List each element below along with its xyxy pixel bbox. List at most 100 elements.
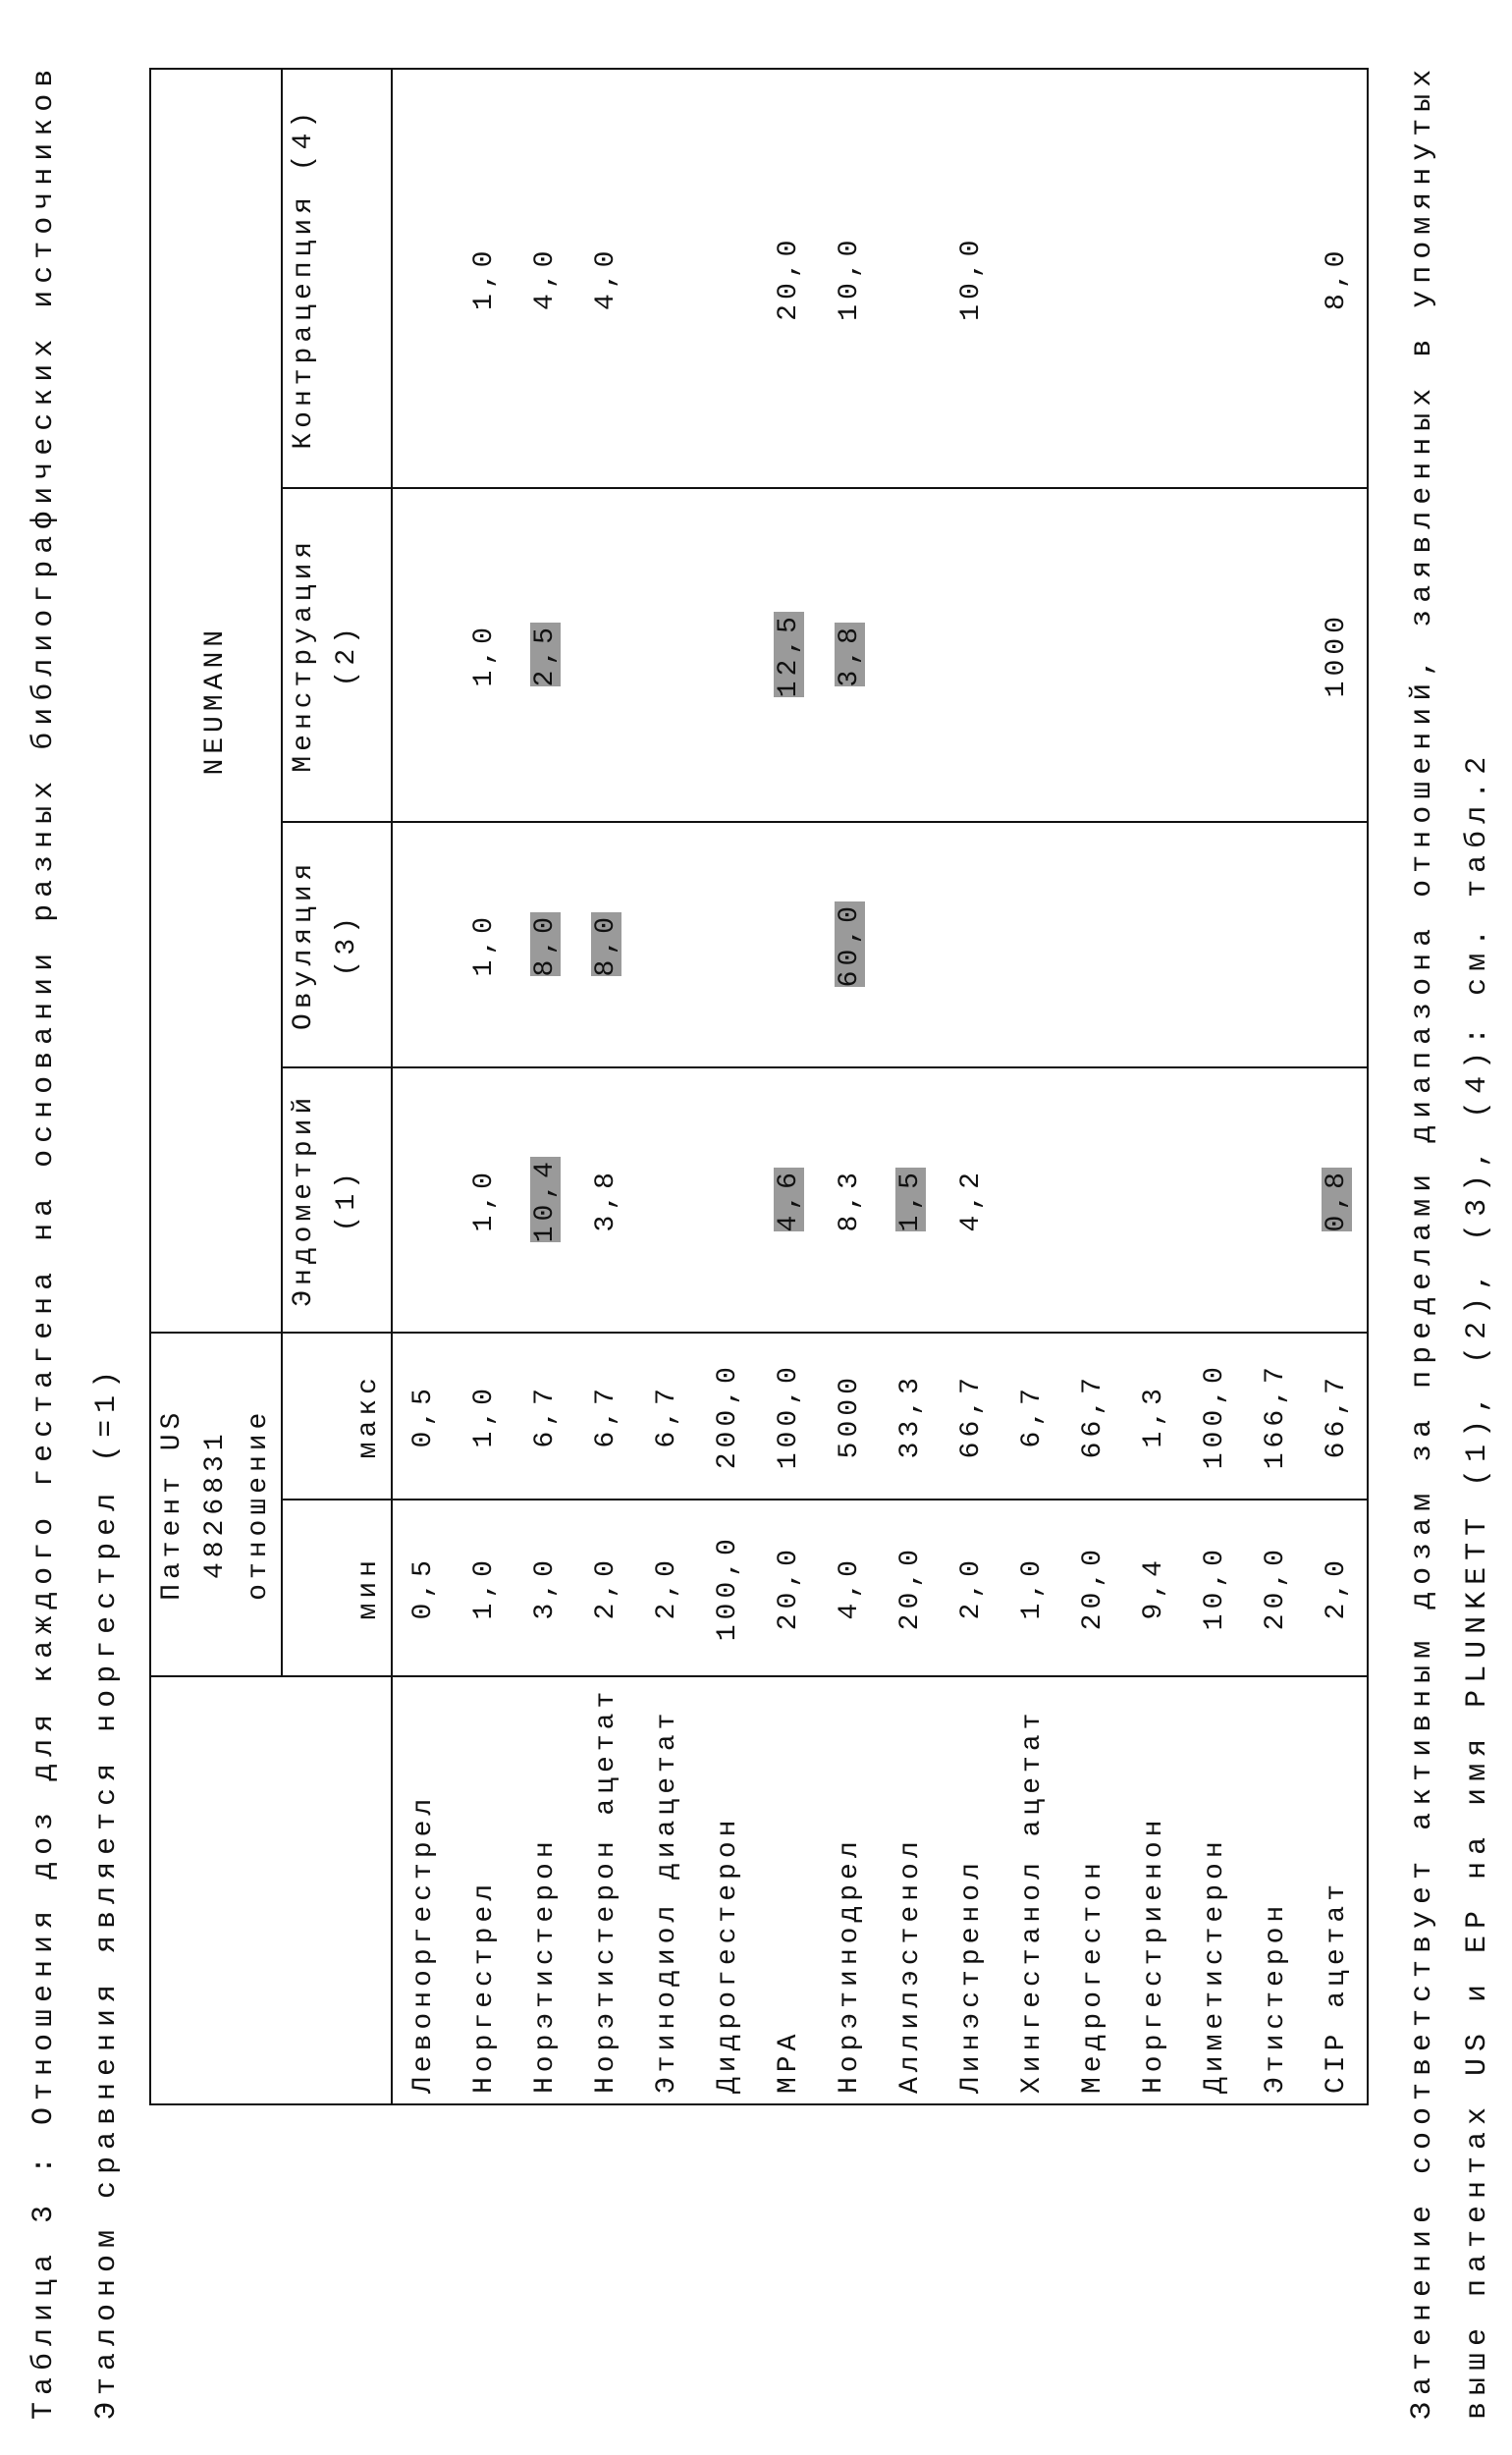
cell: 1,0: [454, 69, 514, 488]
empty-cell: [697, 69, 758, 488]
cell: 12,5: [758, 488, 819, 822]
empty-cell: [1062, 69, 1123, 488]
empty-cell: [941, 822, 1001, 1067]
cell: 20,0: [758, 69, 819, 488]
empty-cell: [1123, 822, 1184, 1067]
row: CIP ацетат2,066,70,8 10008,0: [1306, 69, 1368, 2104]
row-label: Диметистерон: [1184, 1676, 1245, 2104]
row: Норэтистерон ацетат2,06,73,88,04,0: [575, 69, 636, 2104]
shaded-value: 10,4: [530, 1157, 561, 1242]
cell: 4,2: [941, 1067, 1001, 1333]
row: Норгестриенон9,41,3: [1123, 69, 1184, 2104]
empty-cell: [880, 822, 941, 1067]
cell: 8,3: [819, 1067, 880, 1333]
shaded-value: 2,5: [530, 623, 561, 686]
empty-cell: [1245, 1067, 1306, 1333]
empty-cell: [1123, 1067, 1184, 1333]
empty-cell: [697, 1067, 758, 1333]
cell: 8,0: [1306, 69, 1368, 488]
cell: 20,0: [1245, 1500, 1306, 1676]
cell: 3,0: [514, 1500, 575, 1676]
cell: 200,0: [697, 1333, 758, 1500]
column-header: макс: [282, 1333, 392, 1500]
empty-cell: [941, 488, 1001, 822]
subtitle: Эталоном сравнения является норгестрел (…: [90, 1364, 124, 2420]
row-label: Левоноргестрел: [392, 1676, 454, 2104]
cell: 0,5: [392, 1500, 454, 1676]
row-label: Хингестанол ацетат: [1001, 1676, 1062, 2104]
empty-cell: [1062, 822, 1123, 1067]
cell: 1,0: [454, 1067, 514, 1333]
cell: 1,5: [880, 1067, 941, 1333]
empty-cell: [758, 822, 819, 1067]
empty-cell: [697, 488, 758, 822]
row: Левоноргестрел0,50,5: [392, 69, 454, 2104]
row-label: Норгестрел: [454, 1676, 514, 2104]
empty-cell: [1123, 69, 1184, 488]
cell: 6,7: [1001, 1333, 1062, 1500]
cell: 0,5: [392, 1333, 454, 1500]
title: Таблица 3 : Отношения доз для каждого ге…: [27, 63, 61, 2420]
empty-cell: [575, 488, 636, 822]
cell: 20,0: [1062, 1500, 1123, 1676]
column-header: мин: [282, 1500, 392, 1676]
cell: 1,3: [1123, 1333, 1184, 1500]
shaded-value: 60,0: [835, 901, 865, 987]
cell: 100,0: [1184, 1333, 1245, 1500]
table: Патент US 4826831 отношениеNEUMANNминмак…: [149, 68, 1369, 2105]
cell: 4,6: [758, 1067, 819, 1333]
row: Хингестанол ацетат1,06,7: [1001, 69, 1062, 2104]
empty-cell: [1123, 488, 1184, 822]
empty-cell: [1062, 488, 1123, 822]
empty-cell: [636, 488, 697, 822]
cell: 66,7: [1306, 1333, 1368, 1500]
cell: 2,0: [1306, 1500, 1368, 1676]
footnote: Затенение соответствует активным дозам з…: [1406, 63, 1439, 2420]
row-label: CIP ацетат: [1306, 1676, 1368, 2104]
row: Норгестрел1,01,01,01,01,01,0: [454, 69, 514, 2104]
row-label: Этистерон: [1245, 1676, 1306, 2104]
cell: 2,0: [941, 1500, 1001, 1676]
cell: 100,0: [697, 1500, 758, 1676]
column-header: Эндометрий (1): [282, 1067, 392, 1333]
empty-cell: [392, 488, 454, 822]
empty-cell: [1245, 69, 1306, 488]
cell: 6,7: [514, 1333, 575, 1500]
empty-cell: [1001, 69, 1062, 488]
empty-cell: [392, 822, 454, 1067]
cell: 1,0: [454, 1500, 514, 1676]
row-label: MPA: [758, 1676, 819, 2104]
empty-cell: [880, 488, 941, 822]
empty-cell: [1306, 822, 1368, 1067]
cell: 4,0: [514, 69, 575, 488]
empty-cell: [1001, 488, 1062, 822]
column-header: Менструация (2): [282, 488, 392, 822]
cell: 100,0: [758, 1333, 819, 1500]
cell: 10,0: [941, 69, 1001, 488]
column-header: Контрацепция (4): [282, 69, 392, 488]
shaded-value: 3,8: [835, 623, 865, 686]
cell: 0,8: [1306, 1067, 1368, 1333]
cell: 1000: [1306, 488, 1368, 822]
cell: 66,7: [941, 1333, 1001, 1500]
cell: 2,5: [514, 488, 575, 822]
cell: 166,7: [1245, 1333, 1306, 1500]
row: Диметистерон10,0100,0: [1184, 69, 1245, 2104]
cell: 2,0: [575, 1500, 636, 1676]
group-header: Патент US 4826831 отношение: [150, 1333, 282, 1676]
shaded-value: 8,0: [530, 912, 561, 976]
row: Этистерон20,0166,7: [1245, 69, 1306, 2104]
cell: 1,0: [1001, 1500, 1062, 1676]
shaded-value: 4,6: [774, 1168, 804, 1231]
row: MPA20,0100,04,612,520,0: [758, 69, 819, 2104]
empty-cell: [1184, 488, 1245, 822]
row: Аллилэстенол20,033,31,5: [880, 69, 941, 2104]
page-root: Таблица 3 : Отношения доз для каждого ге…: [0, 0, 1512, 2455]
row-label: Дидрогестерон: [697, 1676, 758, 2104]
cell: 20,0: [758, 1500, 819, 1676]
cell: 2,0: [636, 1500, 697, 1676]
empty-cell: [697, 822, 758, 1067]
empty-cell: [1001, 1067, 1062, 1333]
row-label: Этинодиол диацетат: [636, 1676, 697, 2104]
header-row: Патент US 4826831 отношениеNEUMANN: [150, 69, 282, 2104]
